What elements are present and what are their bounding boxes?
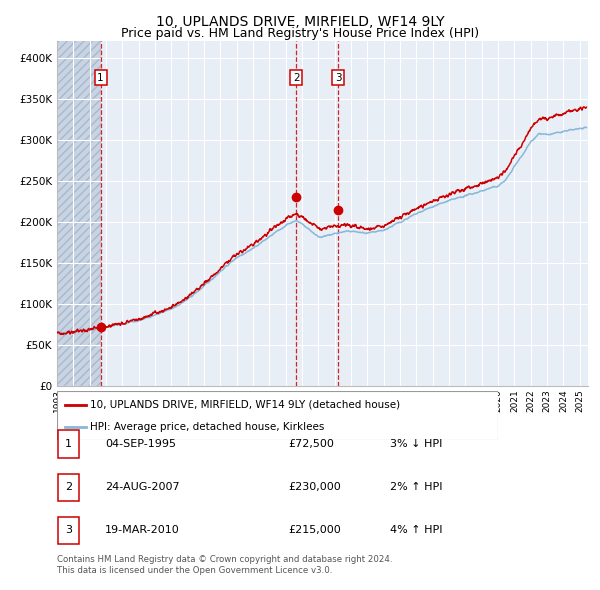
- Text: 3: 3: [335, 73, 341, 83]
- Text: 3: 3: [65, 526, 72, 535]
- Text: 2: 2: [293, 73, 299, 83]
- Text: 10, UPLANDS DRIVE, MIRFIELD, WF14 9LY (detached house): 10, UPLANDS DRIVE, MIRFIELD, WF14 9LY (d…: [90, 399, 400, 409]
- Text: Contains HM Land Registry data © Crown copyright and database right 2024.: Contains HM Land Registry data © Crown c…: [57, 555, 392, 563]
- Text: £215,000: £215,000: [288, 525, 341, 535]
- Text: 3% ↓ HPI: 3% ↓ HPI: [390, 439, 442, 448]
- Text: 24-AUG-2007: 24-AUG-2007: [105, 482, 179, 491]
- Text: 1: 1: [65, 440, 72, 449]
- Text: Price paid vs. HM Land Registry's House Price Index (HPI): Price paid vs. HM Land Registry's House …: [121, 27, 479, 40]
- Text: 19-MAR-2010: 19-MAR-2010: [105, 525, 180, 535]
- Text: HPI: Average price, detached house, Kirklees: HPI: Average price, detached house, Kirk…: [90, 422, 325, 432]
- Text: 2: 2: [65, 483, 72, 492]
- Bar: [57, 41, 101, 386]
- Text: 4% ↑ HPI: 4% ↑ HPI: [390, 525, 443, 535]
- Text: £72,500: £72,500: [288, 439, 334, 448]
- Text: 04-SEP-1995: 04-SEP-1995: [105, 439, 176, 448]
- Text: 10, UPLANDS DRIVE, MIRFIELD, WF14 9LY: 10, UPLANDS DRIVE, MIRFIELD, WF14 9LY: [155, 15, 445, 30]
- Text: £230,000: £230,000: [288, 482, 341, 491]
- Text: 2% ↑ HPI: 2% ↑ HPI: [390, 482, 443, 491]
- Text: This data is licensed under the Open Government Licence v3.0.: This data is licensed under the Open Gov…: [57, 566, 332, 575]
- Text: 1: 1: [97, 73, 104, 83]
